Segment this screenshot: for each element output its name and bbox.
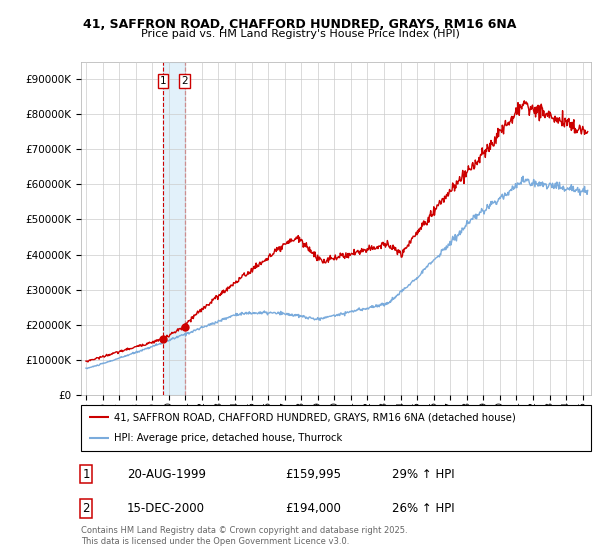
Text: 29% ↑ HPI: 29% ↑ HPI — [392, 468, 455, 480]
Text: 1: 1 — [160, 76, 166, 86]
Text: 2: 2 — [181, 76, 188, 86]
Text: 20-AUG-1999: 20-AUG-1999 — [127, 468, 206, 480]
Text: £159,995: £159,995 — [285, 468, 341, 480]
Text: 26% ↑ HPI: 26% ↑ HPI — [392, 502, 455, 515]
Text: £194,000: £194,000 — [285, 502, 341, 515]
Text: 1: 1 — [82, 468, 90, 480]
Text: Contains HM Land Registry data © Crown copyright and database right 2025.
This d: Contains HM Land Registry data © Crown c… — [81, 526, 407, 546]
Text: 41, SAFFRON ROAD, CHAFFORD HUNDRED, GRAYS, RM16 6NA (detached house): 41, SAFFRON ROAD, CHAFFORD HUNDRED, GRAY… — [114, 412, 516, 422]
Bar — [163, 62, 185, 395]
Text: Price paid vs. HM Land Registry's House Price Index (HPI): Price paid vs. HM Land Registry's House … — [140, 29, 460, 39]
Text: 15-DEC-2000: 15-DEC-2000 — [127, 502, 205, 515]
Text: HPI: Average price, detached house, Thurrock: HPI: Average price, detached house, Thur… — [114, 433, 343, 444]
Text: 2: 2 — [82, 502, 90, 515]
Text: 41, SAFFRON ROAD, CHAFFORD HUNDRED, GRAYS, RM16 6NA: 41, SAFFRON ROAD, CHAFFORD HUNDRED, GRAY… — [83, 18, 517, 31]
